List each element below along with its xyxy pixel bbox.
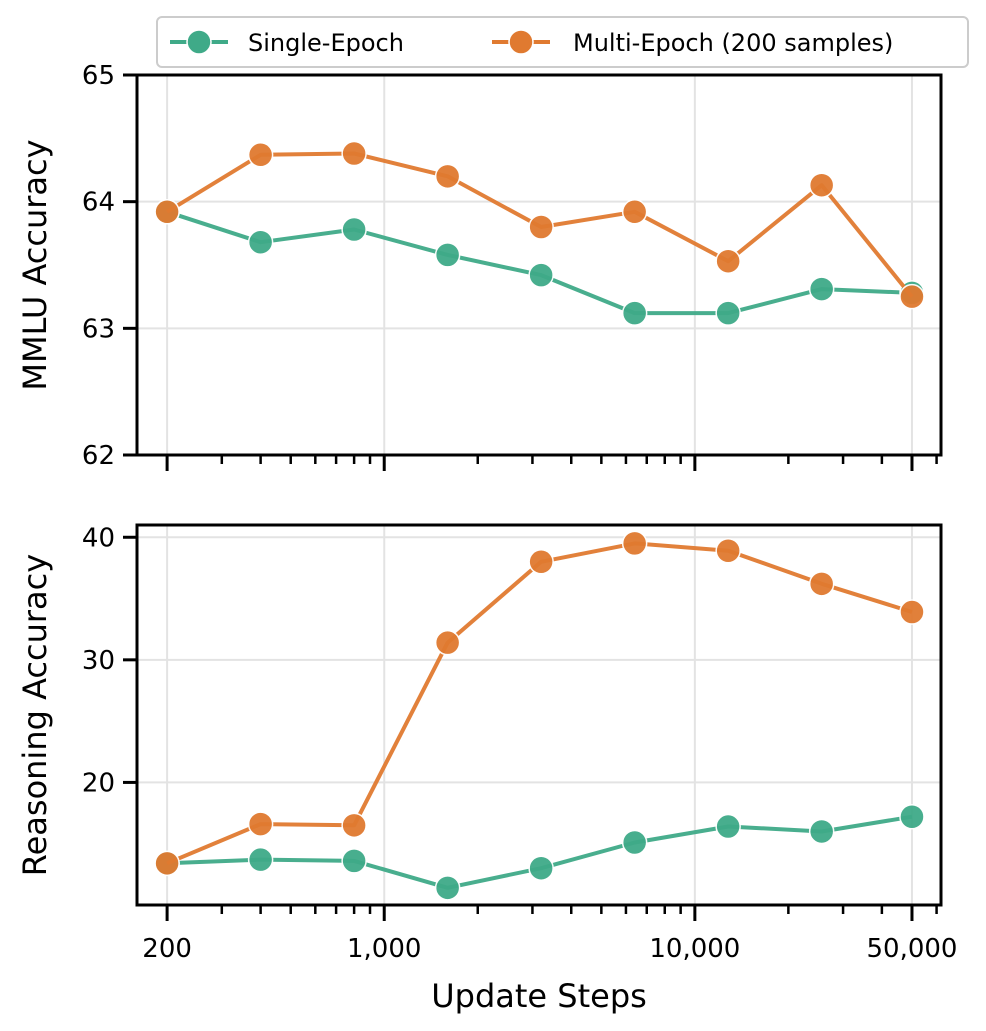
mmlu-point-multi-epoch (621, 199, 648, 225)
reasoning-point-single-epoch (899, 803, 925, 830)
mmlu-point-multi-epoch (434, 163, 461, 190)
reasoning-xtick-label: 1,000 (347, 934, 421, 964)
reasoning-point-single-epoch (621, 829, 648, 856)
legend-marker-single-epoch (186, 29, 212, 55)
reasoning-xtick-label: 200 (142, 934, 192, 964)
mmlu-point-single-epoch (808, 276, 835, 302)
legend-frame (156, 16, 969, 68)
mmlu-point-single-epoch (528, 262, 554, 288)
mmlu-ytick-label: 65 (82, 61, 115, 91)
reasoning-ylabel: Reasoning Accuracy (16, 554, 54, 876)
legend-marker-multi-epoch (508, 29, 534, 55)
mmlu-point-single-epoch (434, 242, 461, 268)
mmlu-point-multi-epoch (528, 214, 554, 240)
legend: Single-Epoch Multi-Epoch (200 samples) (156, 16, 969, 68)
reasoning-line-multi-epoch (166, 541, 913, 866)
mmlu-ytick-label: 62 (82, 441, 115, 471)
reasoning-point-multi-epoch (528, 549, 554, 575)
reasoning-point-single-epoch (247, 846, 274, 873)
legend-label-single-epoch: Single-Epoch (248, 29, 404, 57)
legend-label-multi-epoch: Multi-Epoch (200 samples) (573, 29, 893, 57)
reasoning-point-single-epoch (808, 818, 835, 845)
reasoning-point-single-epoch (434, 875, 461, 901)
reasoning-point-multi-epoch (154, 850, 180, 877)
mmlu-point-multi-epoch (247, 142, 274, 168)
mmlu-point-multi-epoch (154, 199, 180, 225)
reasoning-xtick-label: 50,000 (866, 934, 957, 964)
reasoning-xtick-label: 10,000 (649, 934, 740, 964)
mmlu-point-single-epoch (715, 300, 741, 326)
reasoning-point-multi-epoch (621, 530, 648, 557)
reasoning-ytick-label: 30 (82, 646, 115, 676)
reasoning-point-multi-epoch (899, 599, 925, 625)
mmlu-axes-frame (135, 73, 943, 457)
reasoning-point-single-epoch (528, 855, 554, 881)
mmlu-panel: 62 63 64 65 MMLU Accuracy (16, 61, 943, 471)
mmlu-point-multi-epoch (715, 248, 741, 274)
mmlu-point-single-epoch (341, 216, 367, 243)
reasoning-ytick-label: 40 (82, 523, 115, 553)
mmlu-ylabel: MMLU Accuracy (16, 139, 54, 390)
mmlu-point-multi-epoch (899, 283, 925, 310)
reasoning-xlabel: Update Steps (431, 977, 647, 1015)
reasoning-point-multi-epoch (715, 537, 741, 564)
reasoning-point-single-epoch (715, 813, 741, 840)
reasoning-axes-frame (135, 523, 943, 907)
reasoning-ytick-label: 20 (82, 768, 115, 798)
reasoning-point-single-epoch (341, 848, 367, 874)
reasoning-point-multi-epoch (247, 811, 274, 837)
reasoning-point-multi-epoch (341, 812, 367, 839)
reasoning-point-multi-epoch (434, 629, 461, 656)
mmlu-point-single-epoch (621, 300, 648, 326)
mmlu-ytick-label: 63 (82, 314, 115, 344)
mmlu-point-multi-epoch (341, 140, 367, 167)
mmlu-point-multi-epoch (808, 172, 835, 198)
reasoning-point-multi-epoch (808, 571, 835, 597)
mmlu-point-single-epoch (247, 229, 274, 255)
reasoning-panel: 20 30 40 200 1,000 10,000 50,000 Reasoning Accu… (16, 523, 957, 1015)
mmlu-ytick-label: 64 (82, 188, 115, 218)
